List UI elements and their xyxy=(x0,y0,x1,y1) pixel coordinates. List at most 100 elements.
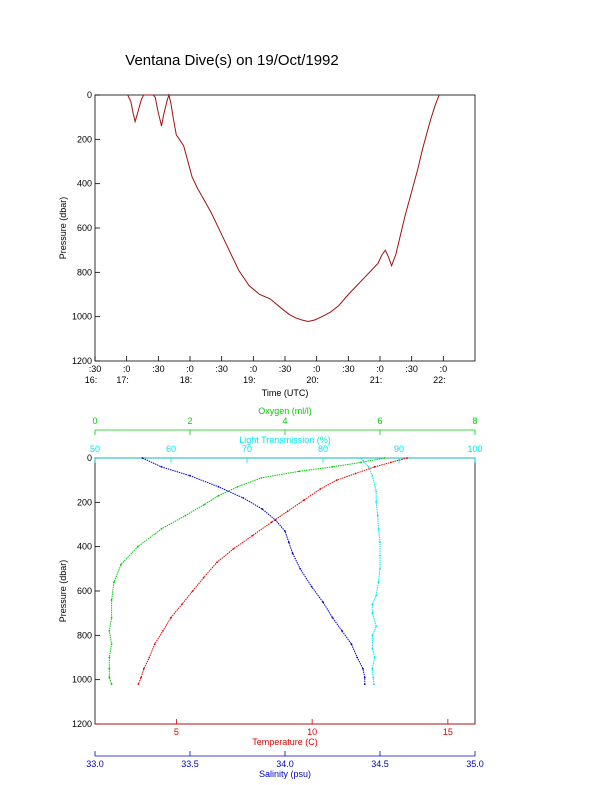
time-series-y-tick-label: 1200 xyxy=(72,356,92,366)
oxygen-point xyxy=(110,599,113,601)
salinity-point xyxy=(362,667,364,670)
transmission-point xyxy=(379,554,381,557)
oxygen-axis-tick-label: 2 xyxy=(187,416,192,426)
salinity-axis-tick-label: 34.0 xyxy=(276,759,294,769)
time-series-y-ticks: 0 200 400 600 800 1000 1200 xyxy=(72,90,100,366)
temperature-point xyxy=(354,472,357,475)
transmission-profile xyxy=(360,457,381,685)
dive-pressure-trace xyxy=(127,93,440,323)
transmission-axis-tick-label: 90 xyxy=(394,444,404,454)
salinity-point xyxy=(363,676,366,679)
time-series-x-tick-label-hour: 17: xyxy=(116,375,129,385)
transmission-point xyxy=(367,466,370,468)
oxygen-point xyxy=(217,494,220,497)
profile-frame xyxy=(94,457,476,725)
salinity-axis-label: Salinity (psu) xyxy=(259,769,311,779)
transmission-point xyxy=(371,667,374,670)
time-series-x-tick-label-hour: 22: xyxy=(433,375,446,385)
temperature-point xyxy=(140,676,143,679)
temperature-point xyxy=(286,510,289,513)
oxygen-axis-tick-label: 0 xyxy=(92,416,97,426)
salinity-point xyxy=(217,485,220,488)
profile-y-tick-label: 0 xyxy=(87,453,92,463)
temperature-point xyxy=(202,576,205,579)
oxygen-axis-tick-label: 8 xyxy=(472,416,477,426)
transmission-point xyxy=(371,634,374,637)
time-series-x-tick-label-minutes: :0 xyxy=(186,364,194,374)
transmission-point xyxy=(377,581,380,583)
time-series-frame xyxy=(94,94,476,362)
time-series-x-ticks: :3016::017::30:018::30:019::30:020::30:0… xyxy=(85,356,447,385)
salinity-point xyxy=(287,541,290,544)
salinity-point xyxy=(261,508,264,510)
salinity-axis-tick-label: 33.0 xyxy=(86,759,104,769)
time-series-x-tick-label-minutes: :0 xyxy=(250,364,258,374)
oxygen-point xyxy=(110,643,113,646)
time-series-y-tick-label: 200 xyxy=(77,134,92,144)
temperature-axis-tick-label: 15 xyxy=(443,727,453,737)
salinity-point xyxy=(322,601,324,603)
salinity-point xyxy=(310,585,313,588)
oxygen-profile xyxy=(108,457,385,685)
time-series-x-tick-label-minutes: :30 xyxy=(89,364,102,374)
time-series-y-axis-label: Pressure (dbar) xyxy=(58,197,68,260)
transmission-point xyxy=(375,625,378,628)
transmission-axis-tick-label: 70 xyxy=(242,444,252,454)
salinity-profile xyxy=(142,457,366,685)
temperature-point xyxy=(148,656,151,659)
salinity-point xyxy=(141,457,144,459)
time-series-x-tick-label-hour: 20: xyxy=(306,375,319,385)
transmission-point xyxy=(373,656,376,659)
temperature-axis-label: Temperature (C) xyxy=(252,737,318,747)
temperature-point xyxy=(270,521,273,524)
transmission-point xyxy=(375,490,378,493)
transmission-point xyxy=(376,514,379,517)
oxygen-point xyxy=(120,563,122,566)
chart-title: Ventana Dive(s) on 19/Oct/1992 xyxy=(125,52,338,69)
salinity-axis: 33.0 33.5 34.0 34.5 35.0 xyxy=(86,751,484,769)
salinity-point xyxy=(363,683,366,685)
transmission-axis-label: Light Transmission (%) xyxy=(239,435,331,445)
oxygen-point xyxy=(360,461,362,464)
time-series-x-tick-label-minutes: :30 xyxy=(405,364,418,374)
salinity-point xyxy=(356,656,359,659)
time-series-y-tick-label: 400 xyxy=(77,179,92,189)
time-series-x-tick-label-minutes: :0 xyxy=(376,364,384,374)
transmission-point xyxy=(375,594,378,597)
salinity-point xyxy=(350,643,353,646)
profile-y-ticks: 0 200 400 600 800 1000 1200 xyxy=(72,453,100,729)
temperature-point xyxy=(319,488,322,490)
time-series-x-tick-label-hour: 19: xyxy=(243,375,256,385)
oxygen-point xyxy=(108,676,111,679)
transmission-point xyxy=(379,541,381,544)
profile-y-axis-label: Pressure (dbar) xyxy=(58,560,68,623)
oxygen-point xyxy=(110,616,113,619)
time-series-x-tick-label-minutes: :30 xyxy=(279,364,292,374)
profile-series xyxy=(108,457,408,685)
oxygen-point xyxy=(260,477,263,479)
time-series-x-tick-label-minutes: :0 xyxy=(440,364,448,374)
salinity-point xyxy=(160,466,163,468)
temperature-axis: 5 10 15 xyxy=(95,719,475,737)
transmission-point xyxy=(371,474,374,477)
oxygen-point xyxy=(184,514,187,517)
salinity-point xyxy=(274,519,277,521)
profile-y-tick-label: 1000 xyxy=(72,675,92,685)
temperature-point xyxy=(191,590,194,592)
oxygen-point xyxy=(160,528,163,530)
profile-y-tick-label: 600 xyxy=(77,586,92,596)
oxygen-point xyxy=(108,630,111,632)
time-series-x-tick-label-hour: 16: xyxy=(85,375,98,385)
oxygen-axis-tick-label: 4 xyxy=(282,416,287,426)
time-series-x-tick-label-minutes: :30 xyxy=(152,364,165,374)
oxygen-point xyxy=(110,683,113,685)
oxygen-point xyxy=(331,466,334,468)
oxygen-axis-label: Oxygen (ml/l) xyxy=(258,406,312,416)
time-series-x-tick-label-minutes: :0 xyxy=(313,364,321,374)
time-series-x-tick-label-hour: 21: xyxy=(370,375,383,385)
temperature-point xyxy=(303,499,305,501)
oxygen-point xyxy=(136,545,139,548)
salinity-point xyxy=(299,567,302,570)
temperature-point xyxy=(170,616,172,619)
